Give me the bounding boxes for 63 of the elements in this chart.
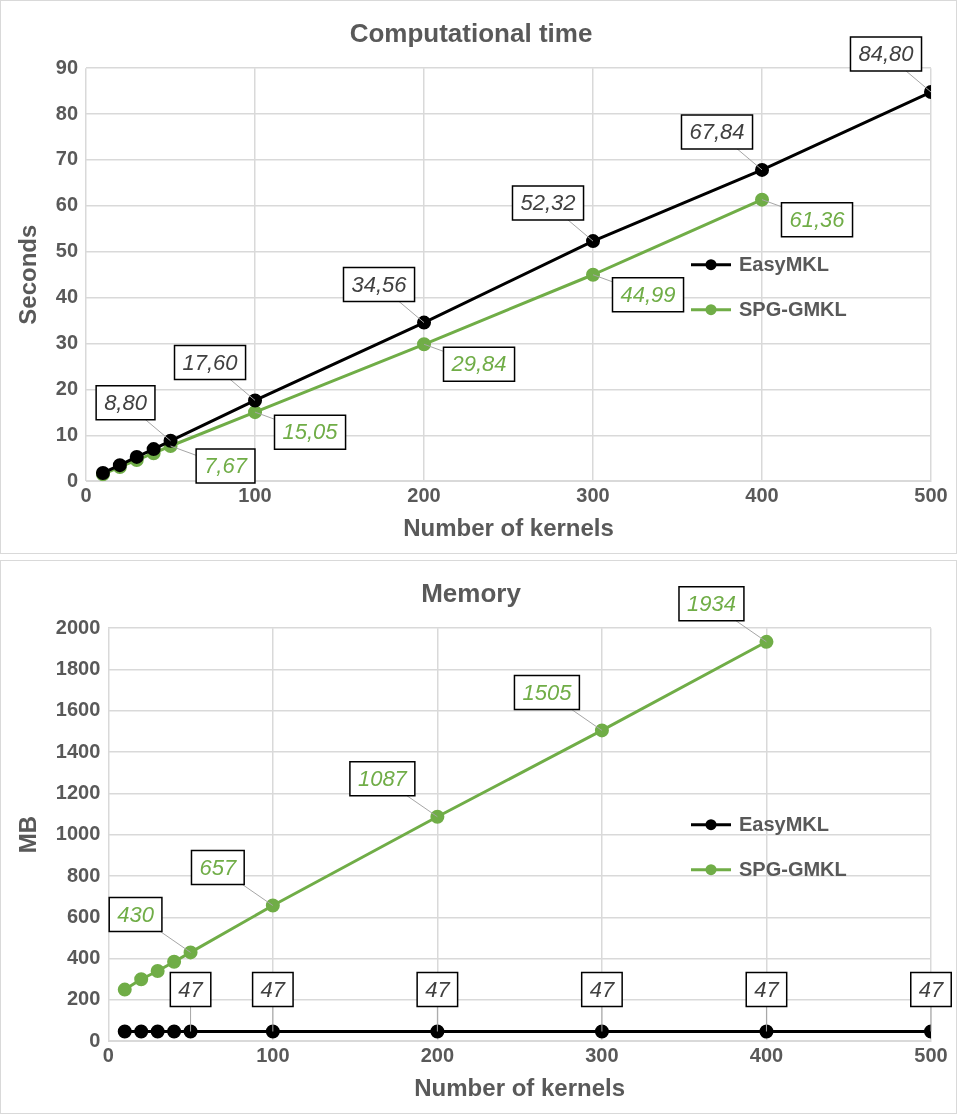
y-tick-label: 800 — [66, 863, 101, 886]
data-label: 84,80 — [858, 41, 915, 67]
x-tick-label: 400 — [745, 483, 779, 506]
y-tick-label: 1600 — [55, 698, 101, 721]
y-tick-label: 90 — [55, 55, 79, 78]
x-tick-label: 200 — [407, 483, 441, 506]
data-label: 8,80 — [104, 389, 148, 415]
legend-label: EasyMKL — [739, 813, 830, 836]
data-label: 47 — [754, 976, 780, 1002]
data-label: 1934 — [686, 590, 736, 616]
y-tick-label: 50 — [55, 239, 79, 262]
y-tick-label: 70 — [55, 147, 79, 170]
legend-label: SPG-GMKL — [739, 858, 847, 881]
x-tick-label: 100 — [238, 483, 272, 506]
y-tick-label: 1400 — [55, 739, 101, 762]
data-label: 17,60 — [182, 349, 239, 375]
y-tick-label: 400 — [66, 946, 101, 969]
data-label: 657 — [199, 854, 237, 880]
x-tick-label: 200 — [420, 1043, 455, 1066]
y-tick-label: 0 — [89, 1028, 101, 1051]
data-label: 47 — [260, 976, 286, 1002]
x-tick-label: 500 — [914, 483, 948, 506]
x-tick-label: 400 — [749, 1043, 784, 1066]
data-label: 1505 — [522, 679, 573, 705]
x-tick-label: 300 — [576, 483, 610, 506]
data-label: 44,99 — [620, 281, 676, 307]
legend-label: EasyMKL — [739, 253, 830, 276]
x-axis-title: Number of kernels — [414, 1074, 626, 1102]
y-tick-label: 1000 — [55, 822, 101, 845]
y-tick-label: 0 — [66, 468, 79, 491]
y-tick-label: 20 — [55, 376, 79, 399]
y-tick-label: 200 — [66, 987, 101, 1010]
x-tick-label: 100 — [256, 1043, 290, 1066]
y-tick-label: 2000 — [55, 615, 101, 638]
x-tick-label: 300 — [585, 1043, 619, 1066]
y-tick-label: 40 — [55, 285, 79, 308]
data-label: 34,56 — [351, 271, 408, 297]
y-tick-label: 600 — [66, 904, 101, 927]
x-tick-label: 500 — [914, 1043, 948, 1066]
data-label: 67,84 — [689, 119, 745, 145]
y-tick-label: 30 — [55, 331, 79, 354]
y-tick-label: 10 — [55, 422, 79, 445]
data-label: 15,05 — [282, 419, 339, 445]
data-label: 52,32 — [520, 190, 576, 216]
y-tick-label: 1200 — [55, 780, 101, 803]
y-axis-title: Seconds — [14, 224, 42, 325]
chart-title: Memory — [421, 577, 522, 608]
data-label: 7,67 — [204, 453, 248, 479]
y-tick-label: 1800 — [55, 657, 101, 680]
y-axis-title: MB — [14, 816, 42, 854]
y-tick-label: 80 — [55, 101, 79, 124]
data-label: 1087 — [357, 765, 408, 791]
data-label: 29,84 — [450, 351, 507, 377]
legend-label: SPG-GMKL — [739, 298, 847, 321]
data-label: 430 — [117, 901, 155, 927]
y-tick-label: 60 — [55, 193, 79, 216]
data-label: 47 — [178, 976, 204, 1002]
data-label: 47 — [918, 976, 944, 1002]
data-label: 61,36 — [789, 206, 846, 232]
x-axis-title: Number of kernels — [403, 514, 614, 542]
data-label: 47 — [425, 976, 451, 1002]
data-label: 47 — [589, 976, 615, 1002]
chart-title: Computational time — [349, 17, 593, 48]
